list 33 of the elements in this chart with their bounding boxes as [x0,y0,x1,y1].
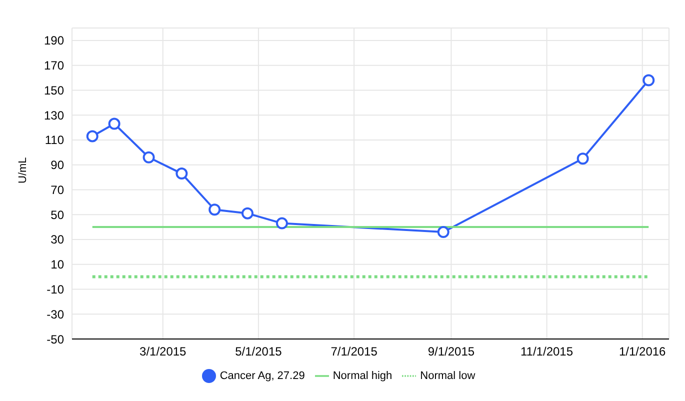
y-tick-label: 190 [44,34,64,48]
y-tick-label: 130 [44,108,64,122]
point [176,168,188,180]
point [642,74,655,86]
point [576,152,589,165]
y-tick-label: 70 [50,182,64,197]
x-tick-label: 11/1/2015 [520,344,574,359]
point [142,151,155,164]
point [276,217,288,230]
y-tick-label: 150 [44,83,64,98]
x-tick-label: 3/1/2015 [140,344,187,359]
point [437,226,450,238]
y-tick-label: 170 [44,58,64,73]
x-tick-label: 5/1/2015 [235,344,282,359]
y-tick-label: -50 [46,332,64,346]
x-tick-label: 7/1/2015 [330,344,378,359]
legend-label: Cancer Ag, 27.29 [220,370,305,382]
legend-label: Normal low [420,370,476,382]
point [108,118,120,130]
point [241,207,254,220]
y-tick-label: 30 [50,232,64,247]
legend-label: Normal high [332,370,392,382]
point [86,130,98,142]
y-tick-label: 10 [50,258,64,272]
y-tick-label: 90 [50,158,64,172]
x-tick-label: 1/1/2016 [619,344,666,359]
y-tick-label: -10 [46,282,64,296]
x-tick-label: 9/1/2015 [428,344,475,359]
y-tick-label: -30 [46,307,64,322]
point [208,204,221,216]
y-axis-title: U/mL [16,157,29,184]
y-tick-label: 110 [44,133,64,148]
y-tick-label: 50 [50,208,64,222]
